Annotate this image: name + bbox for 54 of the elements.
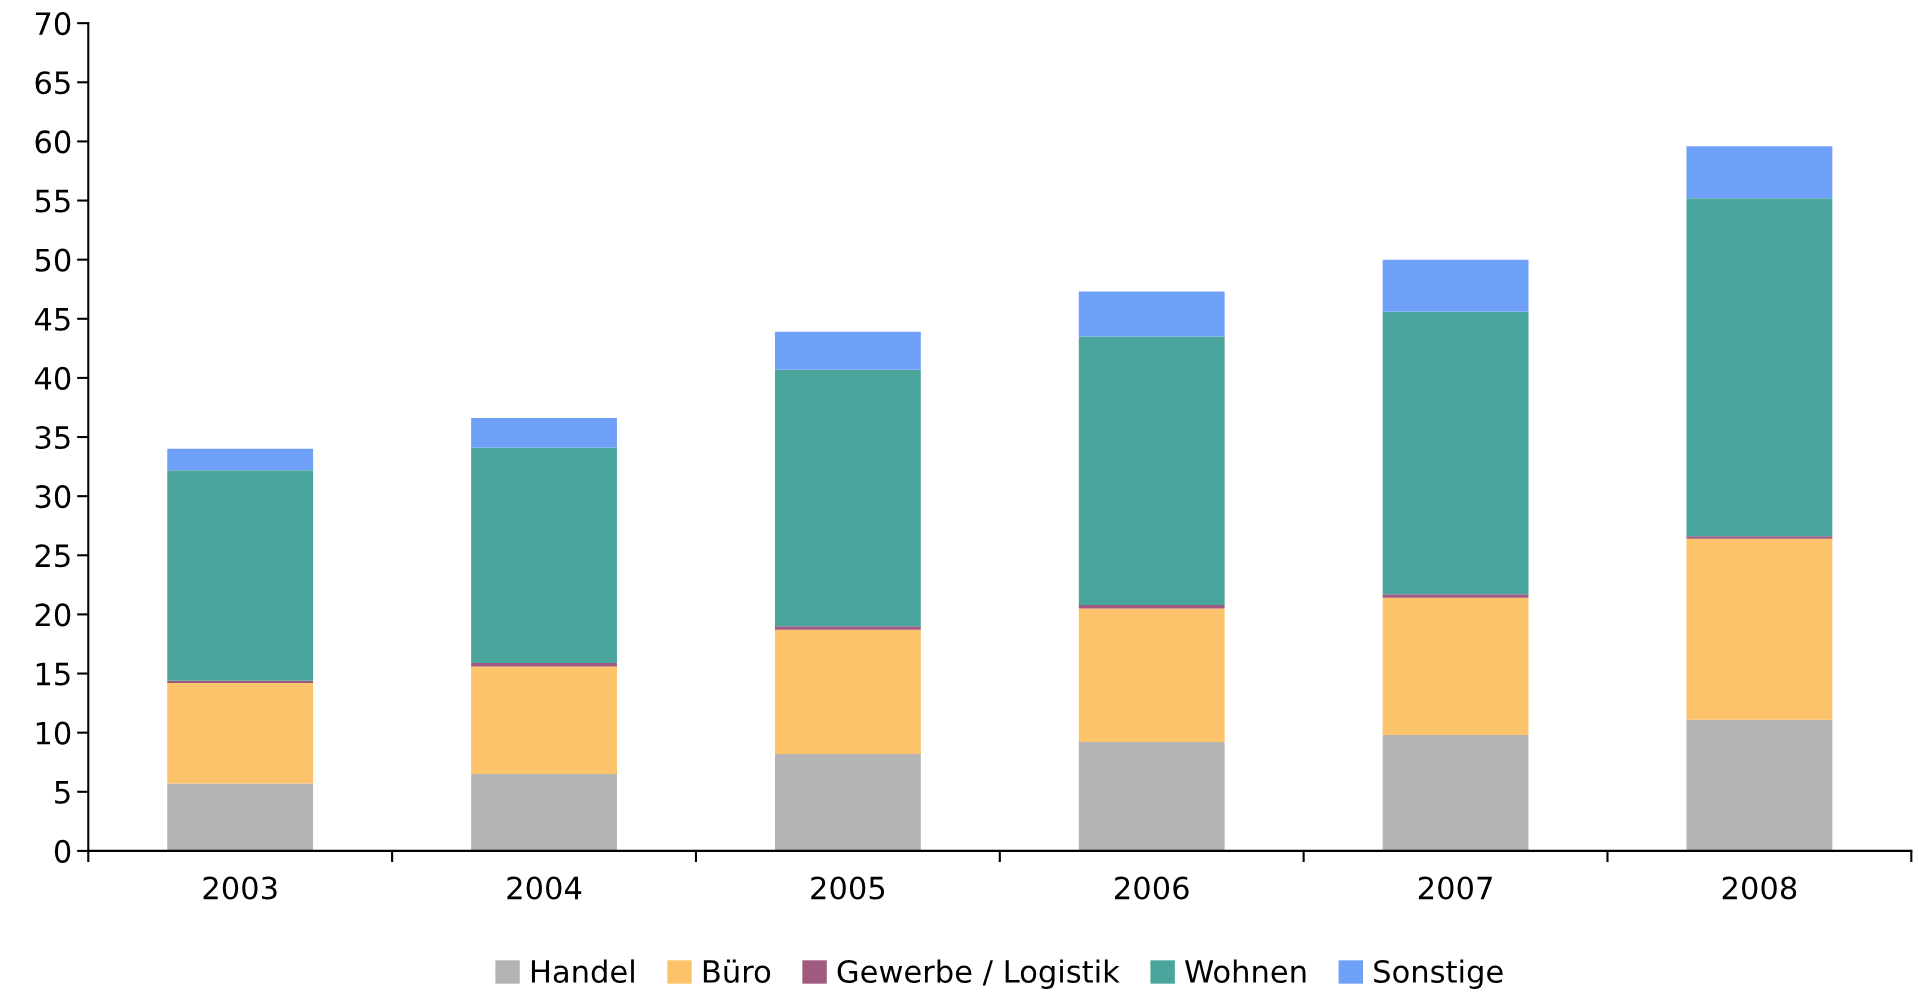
bar: [774, 629, 921, 754]
y-tick-label: 30: [35, 485, 71, 509]
bar: [774, 331, 921, 370]
bar: [471, 418, 617, 448]
y-tick-label: 5: [55, 781, 70, 804]
y-tick-label: 20: [35, 603, 71, 627]
bar: [167, 470, 314, 681]
y-tick-label: 55: [35, 189, 70, 213]
x-tick-label: 2005: [811, 876, 885, 900]
bar: [1686, 536, 1833, 539]
bar: [471, 666, 617, 775]
legend-label: Handel: [531, 959, 634, 984]
legend-label: Wohnen: [1185, 959, 1306, 984]
bar: [1686, 719, 1833, 851]
bar: [1078, 291, 1225, 337]
bar: [1382, 259, 1529, 312]
bar: [167, 448, 314, 471]
bar: [1382, 735, 1529, 851]
bar: [1382, 594, 1529, 598]
legend-label: Sonstige: [1374, 959, 1503, 989]
y-tick-label: 60: [35, 130, 71, 154]
y-tick-label: 65: [35, 71, 70, 95]
y-tick-label: 15: [36, 662, 70, 686]
bar: [1078, 604, 1225, 609]
bar: [167, 783, 314, 851]
bar: [1078, 608, 1225, 743]
x-tick-label: 2004: [507, 876, 582, 900]
y-tick-label: 45: [34, 308, 70, 331]
y-tick-label: 40: [34, 366, 71, 390]
bar: [774, 626, 921, 630]
y-tick-label: 0: [54, 839, 71, 863]
bar: [774, 369, 921, 627]
x-tick-label: 2006: [1115, 876, 1189, 900]
bar: [1382, 597, 1529, 736]
x-tick-label: 2003: [203, 876, 277, 900]
bar: [1686, 538, 1833, 720]
y-tick-label: 50: [35, 248, 71, 272]
bar: [1686, 146, 1833, 199]
bar: [1382, 311, 1529, 595]
bar: [1078, 742, 1225, 851]
legend-label: Gewerbe / Logistik: [837, 959, 1120, 989]
legend-label: Büro: [703, 959, 771, 984]
bar: [1078, 336, 1225, 605]
bar: [471, 447, 617, 663]
y-tick-label: 70: [35, 12, 71, 36]
bar: [774, 753, 921, 851]
bar: [167, 683, 314, 784]
y-tick-label: 10: [36, 721, 71, 745]
y-tick-label: 25: [35, 544, 70, 568]
bar: [1686, 198, 1833, 537]
x-tick-label: 2008: [1722, 876, 1797, 900]
y-tick-label: 35: [35, 425, 70, 450]
bar: [471, 774, 617, 851]
x-tick-label: 2007: [1418, 876, 1492, 900]
